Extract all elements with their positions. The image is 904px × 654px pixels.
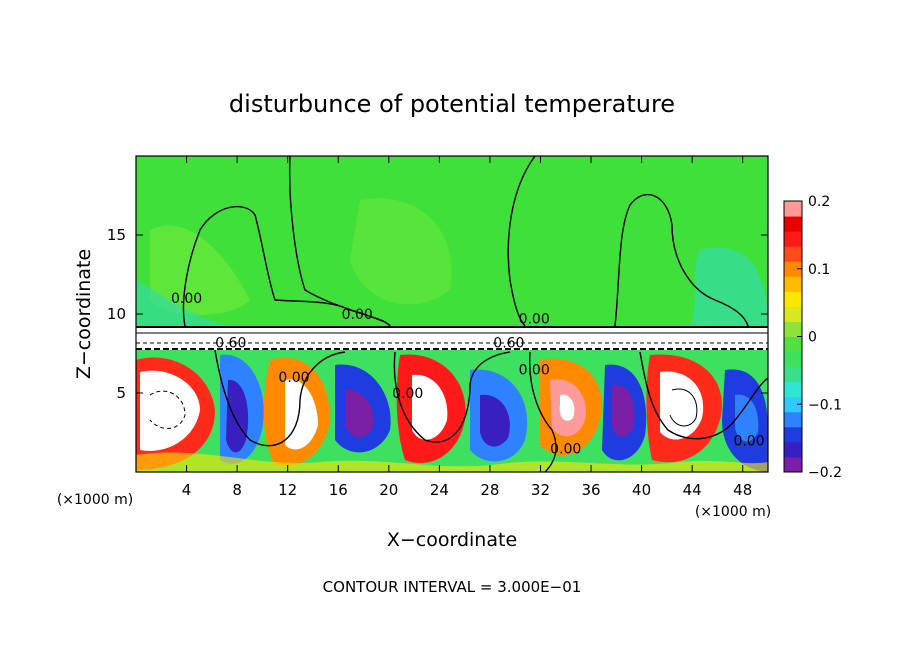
contour-label: 0.00: [733, 433, 764, 449]
upper-field-light-patch: [150, 225, 250, 315]
x-tick-label: 44: [683, 481, 702, 499]
colorbar-segment: [784, 201, 802, 217]
inversion-layer: [136, 326, 768, 350]
zero-contour: [393, 351, 511, 443]
x-tick-label: 40: [632, 481, 651, 499]
contour-label: 0.00: [278, 370, 309, 386]
x-tick-label: 36: [581, 481, 600, 499]
contour-label: 0.00: [392, 386, 423, 402]
colorbar-ticks: 0.2 0.1 0 −0.1 −0.2: [797, 194, 842, 481]
colorbar-segment: [784, 291, 802, 307]
contour-label: 0.00: [171, 291, 202, 307]
x-tick-label: 48: [733, 481, 752, 499]
contour-labels: 0.00 0.00 0.00 0.60 0.60 0.00 0.00 0.00 0.00 0.00: [171, 291, 765, 457]
x-tick-label: 16: [329, 481, 348, 499]
x-tick-label: 32: [531, 481, 550, 499]
colorbar-segment: [784, 306, 802, 322]
colorbar-segment: [784, 381, 802, 398]
contour-label: 0.00: [519, 312, 550, 328]
negative-contour: [669, 388, 698, 427]
y-axis: 5 10 15: [107, 226, 768, 402]
colorbar-segment: [784, 276, 802, 292]
x-tick-label: 24: [430, 481, 449, 499]
colorbar-segment: [784, 366, 802, 383]
colorbar-segment: [784, 216, 802, 232]
plot-area: 0.00 0.00 0.00 0.60 0.60 0.00 0.00 0.00 0.00 0.00: [136, 156, 768, 472]
colorbar-segment: [784, 231, 802, 247]
colorbar-segment: [784, 351, 802, 368]
colorbar-tick-label: −0.2: [808, 465, 842, 481]
colorbar-segment: [784, 441, 802, 458]
colorbar-tick-label: 0.1: [808, 262, 830, 278]
zero-contour: [614, 193, 749, 327]
zero-contour: [639, 351, 768, 440]
contour-label: 0.00: [550, 441, 581, 457]
colorbar: [784, 201, 802, 473]
x-axis-unit-left: (×1000 m): [57, 492, 133, 508]
colorbar-segment: [784, 246, 802, 262]
zero-contour: [288, 156, 386, 323]
contour-interval-note: CONTOUR INTERVAL = 3.000E−01: [323, 578, 582, 596]
upper-field-cyan-patch: [690, 247, 768, 326]
colorbar-tick-label: −0.1: [808, 397, 842, 413]
x-tick-label: 20: [379, 481, 398, 499]
contour-label: 0.60: [493, 335, 524, 351]
colorbar-segment: [784, 396, 802, 413]
contour-label: 0.00: [519, 362, 550, 378]
colorbar-segment: [784, 261, 802, 277]
colorbar-segment: [784, 411, 802, 428]
x-axis-label: X−coordinate: [387, 529, 517, 551]
y-tick-label: 5: [116, 384, 126, 402]
colorbar-segment: [784, 336, 802, 353]
x-axis-unit-right: (×1000 m): [695, 504, 771, 520]
zero-contour: [507, 156, 536, 327]
x-axis: 4 8 12 16 20 24 28 32 36 40 44 48: [182, 156, 752, 499]
upper-field-cyan-patch: [136, 280, 230, 326]
y-axis-label: Z−coordinate: [73, 249, 95, 379]
x-tick-label: 12: [278, 481, 297, 499]
colorbar-segment: [784, 321, 802, 337]
colorbar-segment: [784, 456, 802, 473]
colorbar-tick-label: 0.2: [808, 194, 830, 210]
chart-title: disturbunce of potential temperature: [229, 90, 675, 118]
upper-field-light-patch: [350, 198, 452, 305]
x-tick-label: 4: [182, 481, 192, 499]
x-tick-label: 8: [232, 481, 242, 499]
y-tick-label: 15: [107, 226, 126, 244]
zero-contour: [214, 349, 346, 447]
contour-label: 0.60: [215, 335, 246, 351]
negative-contour: [149, 390, 186, 429]
x-tick-label: 28: [480, 481, 499, 499]
contour-label: 0.00: [342, 307, 373, 323]
colorbar-segment: [784, 426, 802, 443]
y-tick-label: 10: [107, 305, 126, 323]
colorbar-tick-label: 0: [808, 330, 817, 346]
zero-contour: [528, 351, 557, 472]
